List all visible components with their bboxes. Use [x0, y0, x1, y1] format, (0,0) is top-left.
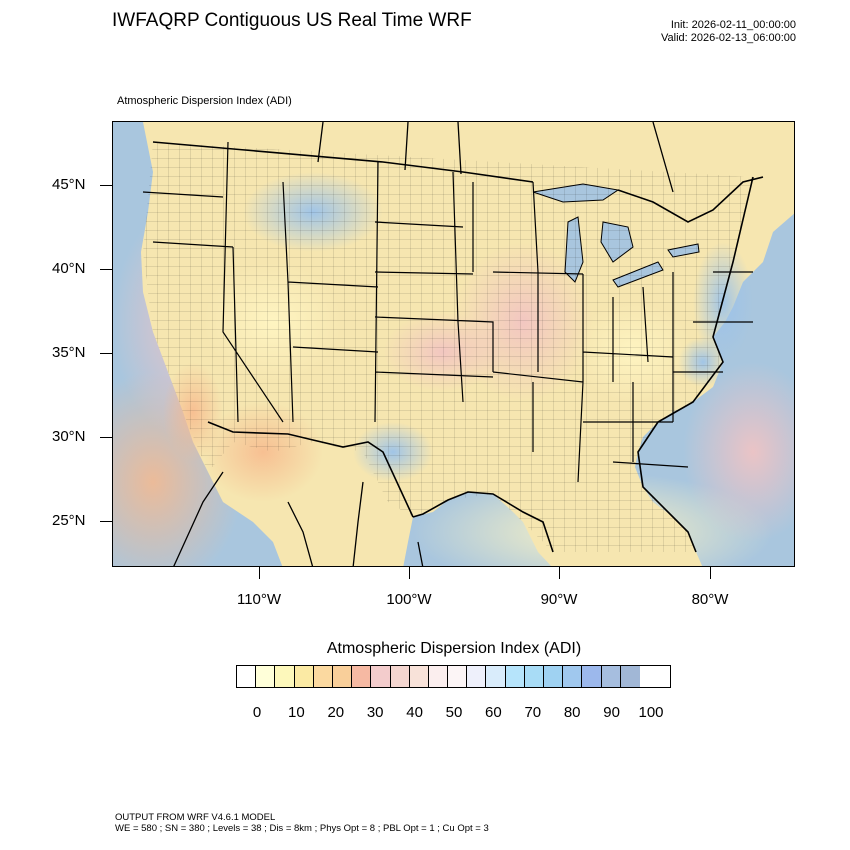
model-info: OUTPUT FROM WRF V4.6.1 MODEL WE = 580 ; … — [115, 812, 489, 834]
colorbar-title: Atmospheric Dispersion Index (ADI) — [326, 640, 582, 657]
colorbar-tick-label: 0 — [252, 704, 262, 721]
model-info-line2: WE = 580 ; SN = 380 ; Levels = 38 ; Dis … — [115, 823, 489, 834]
colorbar-swatch — [332, 666, 353, 687]
lat-label-40: 40°N — [52, 260, 86, 277]
colorbar-tick-label: 30 — [366, 704, 384, 721]
colorbar-swatch — [486, 666, 506, 687]
state-borders — [142, 141, 753, 483]
lat-tick-35 — [100, 353, 112, 355]
colorbar-tick-label: 70 — [524, 704, 542, 721]
lat-label-35: 35°N — [52, 344, 86, 361]
lat-label-45: 45°N — [52, 176, 86, 193]
colorbar-swatch — [294, 666, 314, 687]
lon-label-100: 100°W — [386, 591, 432, 608]
lat-tick-30 — [100, 437, 112, 439]
colorbar-tick-label: 10 — [288, 704, 305, 721]
colorbar-swatch — [563, 666, 583, 687]
colorbar-swatch — [601, 666, 621, 687]
colorbar-tick-label: 100 — [638, 704, 664, 721]
time-info: Init: 2026-02-11_00:00:00 Valid: 2026-02… — [661, 19, 796, 45]
colorbar-swatch — [467, 666, 487, 687]
lon-tick-80 — [710, 567, 712, 579]
colorbar-swatch — [620, 666, 640, 687]
colorbar-swatch — [390, 666, 410, 687]
colorbar-tick-label: 90 — [603, 704, 620, 721]
colorbar-swatch — [237, 666, 257, 687]
colorbar — [236, 665, 671, 688]
colorbar-swatch — [448, 666, 468, 687]
colorbar-tick-label: 40 — [406, 704, 423, 721]
colorbar-swatch — [524, 666, 544, 687]
lon-tick-100 — [409, 567, 411, 579]
lat-label-25: 25°N — [52, 512, 86, 529]
colorbar-swatch — [313, 666, 333, 687]
map-subtitle: Atmospheric Dispersion Index (ADI) — [117, 95, 292, 107]
lat-tick-40 — [100, 269, 112, 271]
colorbar-swatch — [256, 666, 276, 687]
lon-tick-90 — [559, 567, 561, 579]
colorbar-tick-label: 20 — [327, 704, 345, 721]
colorbar-tick-label: 80 — [563, 704, 581, 721]
lon-label-110: 110°W — [236, 591, 282, 608]
lat-tick-25 — [100, 521, 112, 523]
lon-tick-110 — [259, 567, 261, 579]
lon-label-90: 90°W — [540, 591, 578, 608]
colorbar-swatch — [582, 666, 602, 687]
colorbar-tick-label: 60 — [485, 704, 502, 721]
colorbar-swatch — [428, 666, 449, 687]
valid-time: Valid: 2026-02-13_06:00:00 — [661, 32, 796, 44]
colorbar-swatch — [505, 666, 525, 687]
page-title: IWFAQRP Contiguous US Real Time WRF — [112, 10, 472, 31]
lon-label-80: 80°W — [691, 591, 729, 608]
init-time: Init: 2026-02-11_00:00:00 — [670, 19, 796, 31]
lat-tick-45 — [100, 185, 112, 187]
colorbar-swatch — [371, 666, 391, 687]
adi-map — [112, 121, 795, 567]
model-info-line1: OUTPUT FROM WRF V4.6.1 MODEL — [115, 812, 276, 823]
colorbar-swatch — [275, 666, 295, 687]
colorbar-swatch — [409, 666, 429, 687]
map-canvas — [113, 122, 794, 566]
colorbar-swatch — [544, 666, 564, 687]
colorbar-tick-label: 50 — [445, 704, 463, 721]
lat-label-30: 30°N — [52, 428, 86, 445]
colorbar-swatch — [352, 666, 372, 687]
